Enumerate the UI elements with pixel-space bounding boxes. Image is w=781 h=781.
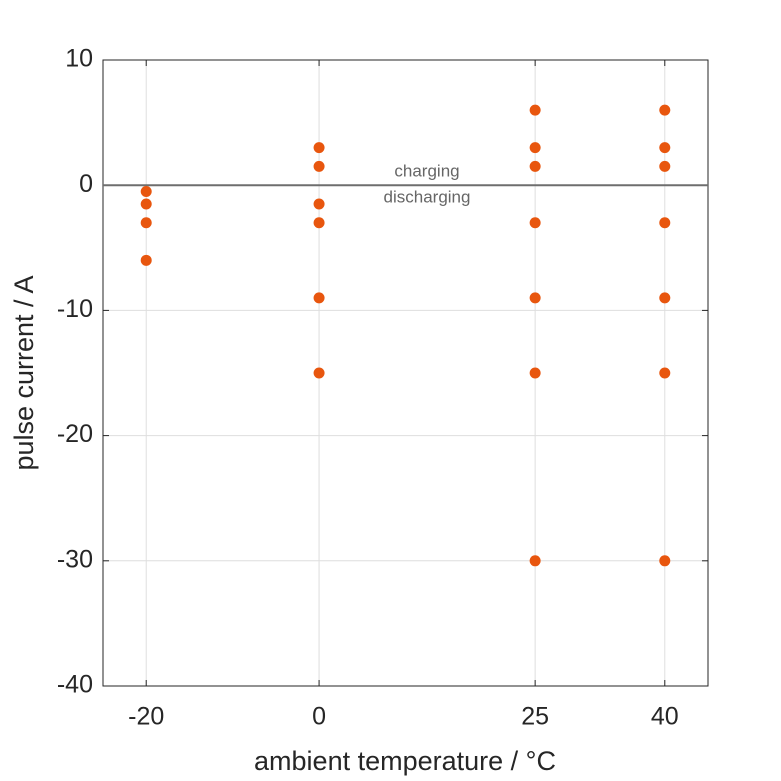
data-point <box>140 185 152 197</box>
data-point <box>529 292 541 304</box>
data-point <box>313 217 325 229</box>
data-point <box>313 160 325 172</box>
data-point <box>659 555 671 567</box>
data-point <box>659 217 671 229</box>
data-point <box>659 160 671 172</box>
data-point <box>529 555 541 567</box>
x-tick-label: 40 <box>651 703 679 731</box>
data-point <box>659 104 671 116</box>
plot-frame <box>102 59 709 687</box>
data-point <box>313 198 325 210</box>
x-tick-label: 0 <box>312 703 326 731</box>
data-point <box>529 160 541 172</box>
plot-area <box>103 60 708 686</box>
data-point <box>529 104 541 116</box>
data-point <box>140 254 152 266</box>
data-point <box>529 142 541 154</box>
x-axis-label: ambient temperature / °C <box>254 746 556 776</box>
data-point <box>140 198 152 210</box>
y-tick-label: 10 <box>65 45 93 73</box>
y-tick-label: 0 <box>79 170 93 198</box>
data-point <box>313 367 325 379</box>
y-axis-label: pulse current / A <box>9 275 39 470</box>
data-point <box>529 367 541 379</box>
y-tick-label: -30 <box>57 545 93 573</box>
y-tick-label: -40 <box>57 671 93 699</box>
y-tick-label: -10 <box>57 295 93 323</box>
data-point <box>313 142 325 154</box>
data-point <box>529 217 541 229</box>
data-point <box>659 292 671 304</box>
data-point <box>659 142 671 154</box>
data-point <box>140 217 152 229</box>
x-tick-label: -20 <box>128 703 164 731</box>
data-point <box>659 367 671 379</box>
annotation: discharging <box>384 188 471 207</box>
annotation: charging <box>394 162 459 181</box>
data-point <box>313 292 325 304</box>
x-tick-label: 25 <box>521 703 549 731</box>
y-tick-label: -20 <box>57 420 93 448</box>
